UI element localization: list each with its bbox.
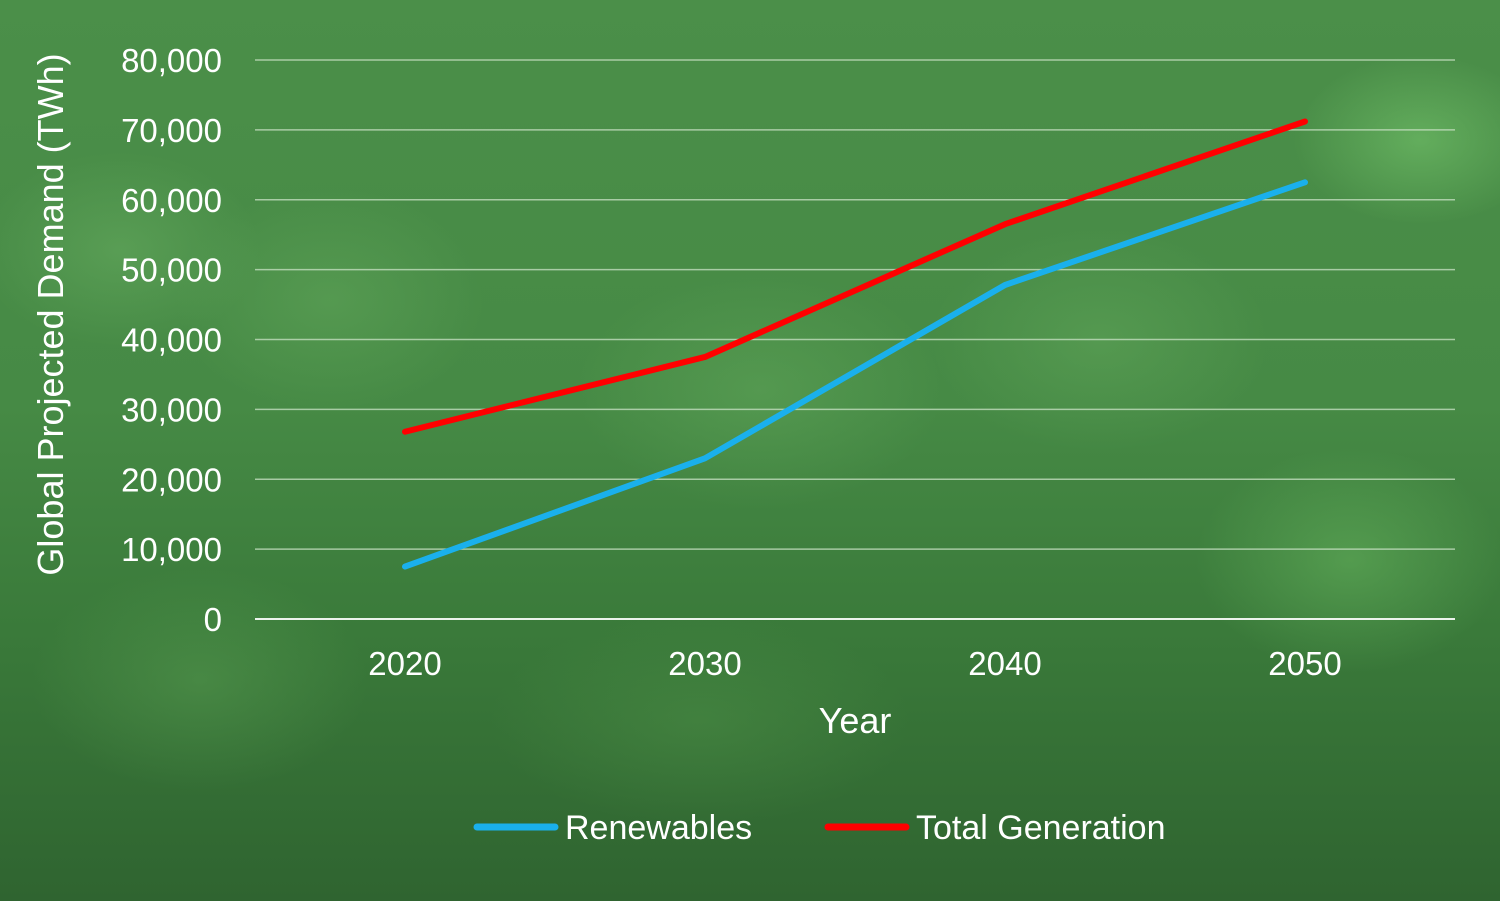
series-line-renewables: [402, 179, 1308, 570]
y-tick-label: 50,000: [121, 252, 222, 289]
series-lines: [402, 118, 1308, 570]
series-line-total-generation: [402, 118, 1308, 435]
y-tick-label: 20,000: [121, 461, 222, 498]
y-tick-label: 0: [204, 601, 222, 638]
y-tick-label: 30,000: [121, 391, 222, 428]
gridlines: [255, 59, 1455, 620]
y-tick-label: 60,000: [121, 182, 222, 219]
y-axis-ticks: 0 10,000 20,000 30,000 40,000 50,000 60,000 70,…: [121, 42, 222, 638]
x-axis-ticks: 2020 2030 2040 2050: [368, 645, 1341, 682]
legend: Renewables Total Generation: [473, 809, 1166, 847]
y-tick-label: 70,000: [121, 112, 222, 149]
y-tick-label: 10,000: [121, 531, 222, 568]
y-tick-label: 80,000: [121, 42, 222, 79]
x-tick-label: 2020: [368, 645, 441, 682]
x-tick-label: 2030: [668, 645, 741, 682]
x-tick-label: 2050: [1268, 645, 1341, 682]
y-tick-label: 40,000: [121, 322, 222, 359]
legend-label: Renewables: [565, 809, 752, 847]
y-axis-title: Global Projected Demand (TWh): [30, 53, 71, 575]
legend-label: Total Generation: [916, 809, 1166, 847]
x-axis-title: Year: [819, 700, 892, 741]
x-tick-label: 2040: [968, 645, 1041, 682]
